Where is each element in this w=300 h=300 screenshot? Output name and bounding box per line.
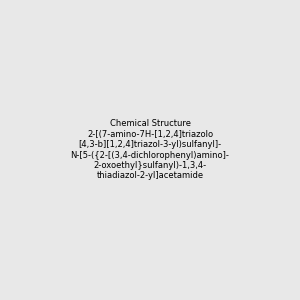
Text: Chemical Structure
2-[(7-amino-7H-[1,2,4]triazolo
[4,3-b][1,2,4]triazol-3-yl)sul: Chemical Structure 2-[(7-amino-7H-[1,2,4… <box>70 119 230 181</box>
